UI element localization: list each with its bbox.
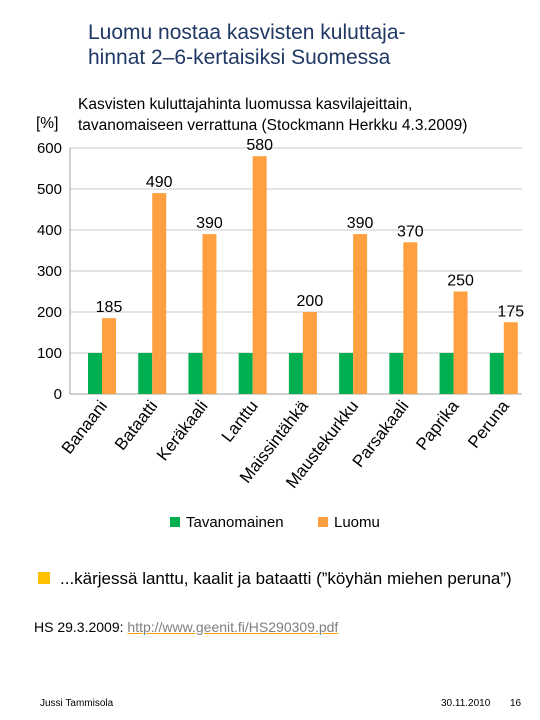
bar-luomu-2: [152, 193, 167, 394]
y-tick-label: 200: [37, 304, 62, 321]
slide-title: Luomu nostaa kasvisten kuluttaja- hinnat…: [88, 20, 528, 70]
footer-page-number: 16: [510, 698, 522, 709]
legend-swatch-luomu: [318, 517, 328, 527]
bar-tavanomainen-9: [489, 353, 504, 394]
y-tick-label: 300: [37, 263, 62, 280]
bar-tavanomainen-4: [238, 353, 253, 394]
y-tick-label: 100: [37, 345, 62, 362]
bar-tavanomainen-3: [188, 353, 203, 394]
y-tick-label: 500: [37, 181, 62, 198]
source-prefix: HS 29.3.2009:: [34, 619, 124, 635]
data-label: 185: [96, 299, 123, 316]
source-line: HS 29.3.2009: http://www.geenit.fi/HS290…: [34, 619, 338, 635]
x-tick-label: Banaani: [58, 397, 111, 458]
bar-tavanomainen-8: [439, 353, 454, 394]
bar-luomu-8: [453, 291, 468, 394]
slide-title-line1: Luomu nostaa kasvisten kuluttaja-: [88, 21, 406, 44]
bar-luomu-3: [202, 234, 217, 394]
bar-luomu-9: [503, 322, 518, 394]
x-tick-label: Paprika: [412, 396, 463, 454]
bar-chart: 0 100 200 300 400 500 600 185 Banaani 490 Bataatti…: [37, 137, 524, 531]
y-tick-label: 600: [37, 140, 62, 157]
data-label: 490: [146, 174, 173, 191]
x-tick-label: Lanttu: [218, 397, 262, 446]
bar-luomu-5: [302, 312, 317, 394]
bar-luomu-7: [403, 242, 418, 394]
data-label: 390: [347, 215, 374, 232]
data-label: 580: [246, 137, 273, 154]
data-label: 250: [447, 273, 474, 290]
bar-luomu-4: [252, 156, 267, 394]
bar-tavanomainen-6: [339, 353, 354, 394]
chart-title-line1: Kasvisten kuluttajahinta luomussa kasvil…: [78, 96, 413, 113]
data-label: 390: [196, 215, 223, 232]
y-tick-label: 0: [54, 386, 62, 403]
y-axis-label: [%]: [36, 115, 59, 132]
data-label: 175: [497, 303, 524, 320]
data-label: 200: [297, 293, 324, 310]
bar-luomu-6: [353, 234, 368, 394]
bar-tavanomainen-1: [88, 353, 102, 394]
source-link[interactable]: http://www.geenit.fi/HS290309.pdf: [127, 619, 339, 635]
data-label: 370: [397, 223, 424, 240]
bar-tavanomainen-7: [389, 353, 404, 394]
bullet-text: ...kärjessä lanttu, kaalit ja bataatti (…: [60, 569, 512, 588]
bar-tavanomainen-2: [138, 353, 153, 394]
footer-author: Jussi Tammisola: [40, 698, 114, 709]
bullet-square-icon: [38, 572, 50, 584]
x-tick-label: Keräkaali: [153, 397, 212, 465]
legend-label: Luomu: [334, 514, 380, 531]
bar-luomu-1: [102, 318, 116, 394]
legend-swatch-tavanomainen: [170, 517, 180, 527]
x-tick-label: Peruna: [464, 396, 513, 451]
chart-title-line2: tavanomaiseen verrattuna (Stockmann Herk…: [78, 117, 468, 134]
y-tick-label: 400: [37, 222, 62, 239]
footer-date: 30.11.2010: [441, 698, 491, 709]
legend-label: Tavanomainen: [186, 514, 284, 531]
slide-title-line2: hinnat 2–6-kertaisiksi Suomessa: [88, 46, 391, 69]
bullet-point: ...kärjessä lanttu, kaalit ja bataatti (…: [38, 568, 528, 590]
chart-title: Kasvisten kuluttajahinta luomussa kasvil…: [78, 94, 533, 136]
bar-tavanomainen-5: [288, 353, 303, 394]
x-tick-label: Bataatti: [111, 397, 161, 454]
